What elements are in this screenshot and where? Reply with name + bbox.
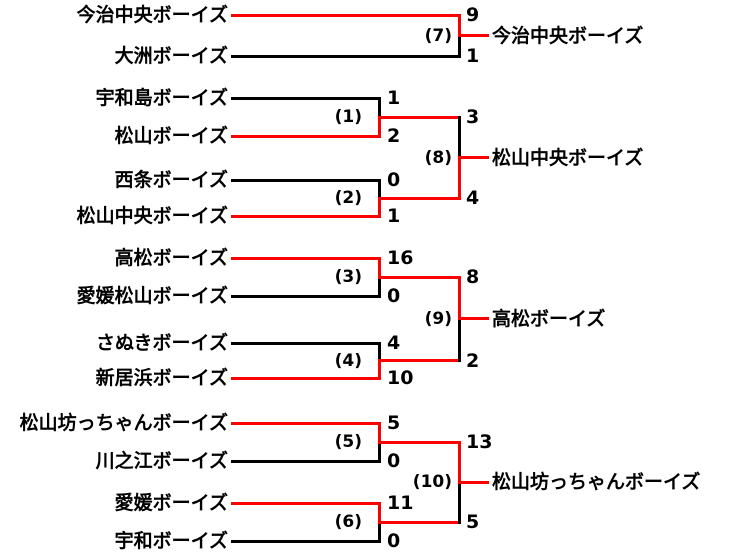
winner-advance-line	[458, 317, 489, 321]
team-name: 大洲ボーイズ	[114, 45, 228, 67]
team-score: 0	[387, 285, 401, 307]
bracket-line-vertical-winner	[458, 275, 461, 321]
team-name: 今治中央ボーイズ	[76, 4, 228, 26]
team-score: 9	[466, 4, 480, 26]
team-score: 2	[387, 125, 401, 147]
bracket-line-vertical-winner	[458, 13, 461, 37]
bracket-line-vertical-winner	[378, 256, 381, 279]
advancing-team-name: 松山中央ボーイズ	[492, 146, 644, 169]
team-score: 1	[466, 45, 480, 67]
bracket-line-vertical-loser	[378, 523, 381, 543]
winner-advance-line	[378, 196, 461, 200]
winner-advance-line	[378, 359, 461, 362]
team-name: 松山中央ボーイズ	[76, 205, 228, 227]
team-name: 川之江ボーイズ	[95, 450, 228, 472]
team-name: さぬきボーイズ	[95, 332, 228, 354]
bracket-line-vertical-winner	[378, 421, 381, 444]
team-score: 5	[387, 412, 401, 434]
team-name: 愛媛松山ボーイズ	[76, 285, 228, 307]
team-score: 1	[387, 87, 401, 109]
team-score: 16	[387, 247, 414, 269]
team-score: 0	[387, 530, 401, 552]
team-entry-line	[231, 341, 381, 345]
team-name: 高松ボーイズ	[114, 247, 228, 269]
team-score: 1	[387, 205, 401, 227]
team-score: 11	[387, 492, 414, 514]
bracket-line-vertical-winner	[378, 359, 381, 380]
team-entry-line	[231, 134, 381, 138]
winner-advance-line	[378, 275, 461, 279]
game-number-label: (8)	[424, 147, 452, 168]
team-score: 4	[387, 332, 401, 354]
team-score: 5	[466, 511, 480, 533]
team-entry-line	[231, 13, 461, 17]
team-entry-line	[231, 501, 381, 505]
bracket-line-vertical-loser	[458, 115, 461, 156]
game-number-label: (10)	[412, 472, 452, 492]
game-number-label: (7)	[424, 25, 452, 46]
bracket-line-vertical-winner	[458, 156, 461, 200]
team-entry-line	[231, 376, 381, 380]
team-entry-line	[231, 178, 381, 182]
team-name: 松山坊っちゃんボーイズ	[19, 412, 228, 434]
game-number-label: (9)	[424, 308, 452, 329]
team-entry-line	[231, 256, 381, 260]
bracket-line-vertical-winner	[378, 115, 381, 138]
bracket-line-vertical-loser	[378, 178, 381, 197]
team-entry-line	[231, 294, 381, 298]
team-score: 10	[387, 367, 414, 389]
game-number-label: (6)	[334, 512, 362, 532]
bracket-line-vertical-loser	[378, 341, 381, 359]
winner-advance-line	[458, 480, 489, 484]
team-score: 0	[387, 450, 401, 472]
bracket-line-vertical-winner	[458, 440, 461, 484]
team-name: 愛媛ボーイズ	[114, 492, 228, 514]
team-score: 0	[387, 169, 401, 191]
bracket-line-vertical-winner	[378, 501, 381, 524]
game-number-label: (1)	[334, 107, 362, 127]
team-entry-line	[231, 421, 381, 425]
game-number-label: (5)	[334, 432, 362, 452]
team-score: 13	[466, 431, 493, 453]
bracket-line-vertical-loser	[458, 320, 461, 362]
team-score: 2	[466, 349, 480, 372]
winner-advance-line	[458, 34, 489, 37]
team-entry-line	[231, 96, 381, 100]
bracket-line-vertical-loser	[458, 483, 461, 524]
bracket-line-vertical-winner	[378, 196, 381, 218]
team-name: 宇和ボーイズ	[114, 530, 228, 552]
bracket-line-vertical-loser	[458, 37, 461, 58]
advancing-team-name: 高松ボーイズ	[492, 307, 606, 330]
team-entry-line	[231, 459, 381, 463]
advancing-team-name: 松山坊っちゃんボーイズ	[492, 471, 701, 493]
winner-advance-line	[378, 520, 461, 524]
team-score: 3	[466, 106, 480, 128]
team-name: 新居浜ボーイズ	[95, 367, 228, 389]
game-number-label: (3)	[334, 267, 362, 287]
team-name: 宇和島ボーイズ	[95, 87, 228, 109]
game-number-label: (4)	[334, 350, 362, 371]
game-number-label: (2)	[334, 188, 362, 208]
team-name: 西条ボーイズ	[114, 169, 228, 191]
winner-advance-line	[378, 440, 461, 444]
team-entry-line	[231, 539, 381, 543]
bracket-line-vertical-loser	[378, 443, 381, 463]
team-score: 4	[466, 187, 480, 209]
bracket-line-vertical-loser	[378, 278, 381, 298]
team-entry-line	[231, 54, 461, 58]
team-name: 松山ボーイズ	[114, 125, 228, 147]
advancing-team-name: 今治中央ボーイズ	[492, 24, 644, 47]
team-score: 8	[466, 266, 480, 288]
winner-advance-line	[458, 156, 489, 159]
team-entry-line	[231, 214, 381, 218]
winner-advance-line	[378, 115, 461, 119]
bracket-line-vertical-loser	[378, 96, 381, 116]
